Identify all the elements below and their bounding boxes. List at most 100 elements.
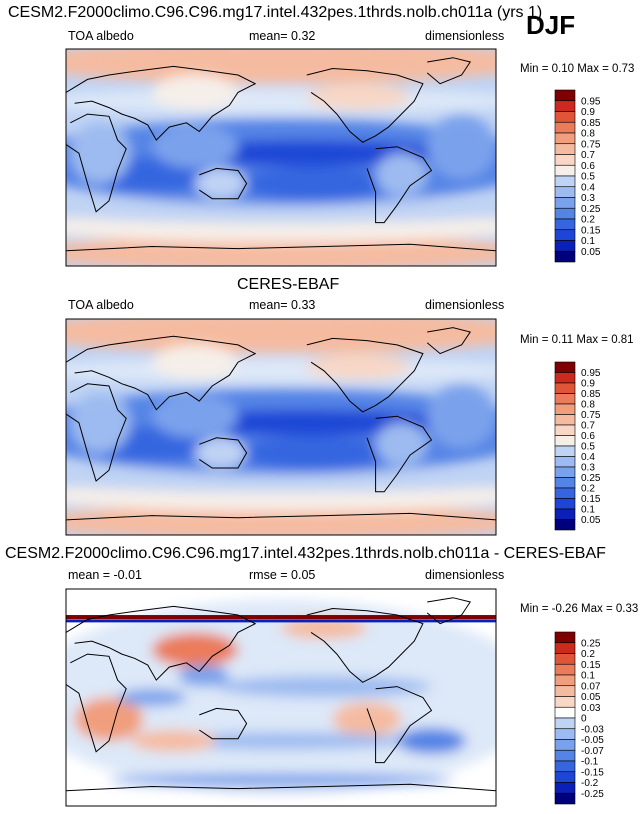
coastline (66, 653, 127, 753)
panel-1-mean-label: mean= 0.32 (249, 29, 316, 43)
colorbar-tick-label: 0.05 (581, 515, 601, 526)
colorbar-tick-label: 0.9 (581, 379, 595, 390)
colorbar-box (554, 477, 576, 489)
contour-region (216, 675, 432, 698)
colorbar-box (554, 121, 576, 134)
coastlines (66, 327, 496, 521)
colorbar-box (554, 207, 576, 220)
coastline (199, 167, 248, 200)
contour-region (66, 235, 496, 266)
colorbar-box (554, 175, 576, 188)
colorbar-tick-label: 0.95 (581, 96, 601, 107)
contour-region (238, 435, 393, 471)
contour-region (177, 664, 230, 687)
colorbar-tick-label: 0.3 (581, 193, 595, 204)
panel-3-minmax: Min = -0.26 Max = 0.33 (520, 603, 639, 615)
contour-region (375, 153, 428, 197)
colorbar-2: 0.950.90.850.80.750.70.60.50.40.30.250.2… (554, 361, 601, 531)
map-contours (66, 49, 496, 266)
colorbar-tick-label: 0.03 (581, 703, 601, 714)
coastline (66, 65, 257, 141)
colorbar-tick-label: 0.2 (581, 484, 595, 495)
contour-region (195, 168, 247, 199)
colorbar-tick-label: 0.1 (581, 505, 595, 516)
contour-region (66, 357, 496, 384)
colorbar-box (554, 197, 576, 209)
colorbar-tick-label: 0.95 (581, 368, 601, 379)
panel-1-title: CESM2.F2000climo.C96.C96.mg17.intel.432p… (8, 4, 543, 21)
colorbar-box (554, 445, 576, 457)
panel-3-units-label: dimensionless (425, 568, 505, 582)
colorbar-box (554, 519, 576, 531)
panel-2-minmax: Min = 0.11 Max = 0.81 (520, 334, 634, 346)
contour-region (66, 599, 496, 796)
contour-region (74, 697, 144, 741)
colorbar-box (554, 792, 576, 805)
contour-region (427, 114, 496, 180)
coastline (426, 597, 472, 625)
season-label: DJF (526, 10, 576, 40)
coastline (66, 113, 127, 213)
colorbar-3: 0.250.20.150.10.070.050.030-0.03-0.05-0.… (554, 631, 604, 805)
colorbar-box (554, 466, 576, 478)
colorbar-1: 0.950.90.850.80.750.70.60.50.40.30.250.2… (554, 89, 601, 263)
colorbar-tick-label: 0.85 (581, 118, 601, 129)
colorbar-box (554, 760, 576, 773)
colorbar-tick-label: 0.9 (581, 107, 595, 118)
colorbar-box (554, 435, 576, 447)
colorbar-box (554, 706, 576, 719)
colorbar-box (554, 382, 576, 394)
contour-region (427, 383, 496, 449)
colorbar-tick-label: 0.4 (581, 182, 595, 193)
map-frame (65, 48, 497, 267)
colorbar-box (554, 111, 576, 123)
colorbar-tick-label: -0.1 (581, 757, 599, 768)
map-contours (66, 319, 496, 535)
contour-region (152, 124, 238, 169)
colorbar-tick-label: 0.8 (581, 400, 595, 411)
colorbar-tick-label: -0.05 (581, 735, 604, 746)
colorbar-box (554, 229, 576, 241)
panel-3-title: CESM2.F2000climo.C96.C96.mg17.intel.432p… (5, 545, 606, 562)
coastline (426, 57, 472, 85)
colorbar-box (554, 89, 576, 102)
colorbar-box (554, 372, 576, 384)
colorbar-tick-label: 0.07 (581, 681, 601, 692)
panel-1-minmax: Min = 0.10 Max = 0.73 (520, 63, 635, 75)
map-contours (66, 599, 496, 796)
colorbar-tick-label: -0.15 (581, 767, 604, 778)
colorbar-box (554, 100, 576, 112)
colorbar-tick-label: -0.25 (581, 789, 604, 800)
contour-region (66, 319, 496, 354)
contour-region (306, 83, 410, 110)
map-field-1 (66, 49, 496, 266)
colorbar-tick-label: 0.05 (581, 247, 601, 258)
panel-2-variable-label: TOA albedo (68, 298, 134, 312)
coastline (66, 243, 496, 252)
colorbar-tick-label: 0.25 (581, 204, 601, 215)
colorbar-tick-label: 0.5 (581, 172, 595, 183)
panel-2-title: CERES-EBAF (237, 276, 340, 293)
contour-region (306, 353, 410, 380)
coastline (66, 335, 257, 411)
colorbar-box (554, 186, 576, 198)
map-frame (65, 588, 497, 807)
coastline (199, 437, 248, 469)
colorbar-tick-label: 0.1 (581, 671, 595, 682)
colorbar-box (554, 487, 576, 499)
panel-3-rmse-label: rmse = 0.05 (249, 568, 316, 582)
colorbar-box (554, 685, 576, 697)
colorbar-tick-label: 0.3 (581, 463, 595, 474)
contour-region (375, 422, 428, 466)
panel-2-mean-label: mean= 0.33 (249, 298, 316, 312)
colorbar-box (554, 154, 576, 166)
contour-region (117, 688, 187, 707)
contour-band (66, 619, 496, 623)
colorbar-box (554, 696, 576, 708)
colorbar-tick-label: 0.15 (581, 660, 601, 671)
colorbar-box (554, 424, 576, 436)
contour-region (195, 437, 247, 469)
contour-region (70, 122, 131, 184)
colorbar-tick-label: 0.6 (581, 161, 595, 172)
contour-region (152, 75, 238, 110)
